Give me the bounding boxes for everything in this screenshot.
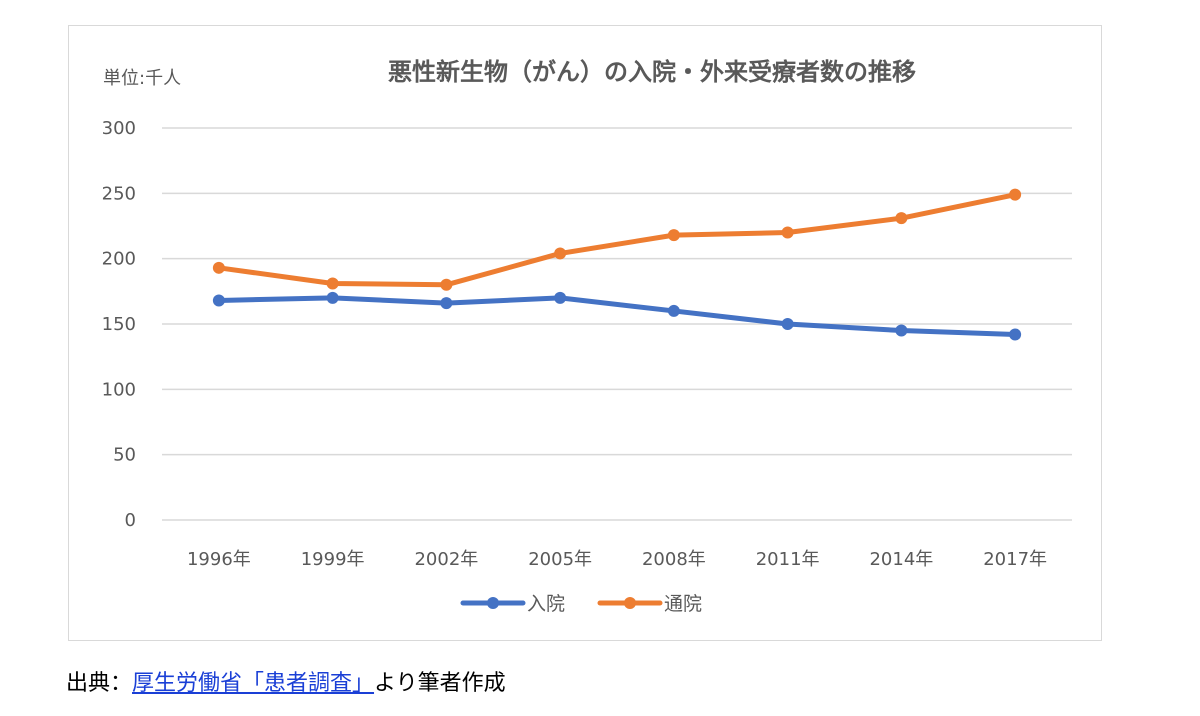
y-tick-label: 150 [102, 314, 136, 335]
data-point [667, 304, 680, 317]
data-point [326, 291, 339, 304]
legend-label: 入院 [527, 593, 565, 615]
series-line [216, 192, 1018, 288]
data-point [895, 212, 908, 225]
data-point [440, 297, 453, 310]
y-axis-tick-labels: 0 50 100 150 200 250 300 [102, 118, 136, 531]
unit-label: 単位:千人 [103, 68, 181, 89]
x-tick-label: 2014年 [869, 549, 933, 570]
x-tick-label: 2008年 [642, 549, 706, 570]
line-chart: 悪性新生物（がん）の入院・外来受療者数の推移 単位:千人 0 50 100 150 20… [102, 58, 1072, 615]
y-tick-label: 200 [102, 249, 136, 270]
data-point [212, 294, 225, 307]
x-tick-label: 1996年 [187, 549, 251, 570]
source-link[interactable]: 厚生労働省「患者調査」 [132, 671, 375, 696]
y-tick-label: 50 [113, 445, 136, 466]
data-point [781, 226, 794, 239]
series-layer [212, 188, 1022, 341]
legend-swatch-marker [624, 597, 636, 609]
legend-item: 通院 [597, 593, 702, 615]
legend-item: 入院 [460, 593, 565, 615]
data-point [895, 324, 908, 337]
legend: 入院 通院 [460, 593, 702, 615]
data-point [326, 277, 339, 290]
x-tick-label: 2002年 [414, 549, 478, 570]
source-suffix: より筆者作成 [374, 671, 506, 696]
data-point [1009, 328, 1022, 341]
series-0 [212, 291, 1022, 341]
legend-swatch-marker [487, 597, 499, 609]
series-1 [212, 188, 1022, 291]
data-point [554, 291, 567, 304]
source-citation: 出典：厚生労働省「患者調査」より筆者作成 [66, 668, 506, 700]
data-point [440, 278, 453, 291]
legend-label: 通院 [664, 593, 702, 615]
data-point [667, 229, 680, 242]
data-point [781, 318, 794, 330]
data-point [1009, 188, 1022, 201]
data-point [554, 247, 567, 260]
series-line [216, 295, 1018, 337]
gridlines [162, 127, 1072, 521]
x-tick-label: 2017年 [983, 549, 1047, 570]
source-prefix: 出典： [66, 671, 133, 696]
y-tick-label: 300 [102, 118, 136, 139]
y-tick-label: 0 [125, 510, 136, 531]
chart-title: 悪性新生物（がん）の入院・外来受療者数の推移 [388, 58, 916, 86]
data-point [212, 261, 225, 274]
x-axis-tick-labels: 1996年 1999年 2002年 2005年 2008年 2011年 2014年 2017年 [187, 549, 1047, 570]
y-tick-label: 250 [102, 183, 136, 204]
x-tick-label: 2005年 [528, 549, 592, 570]
y-tick-label: 100 [102, 379, 136, 400]
x-tick-label: 2011年 [756, 549, 820, 570]
x-tick-label: 1999年 [301, 549, 365, 570]
